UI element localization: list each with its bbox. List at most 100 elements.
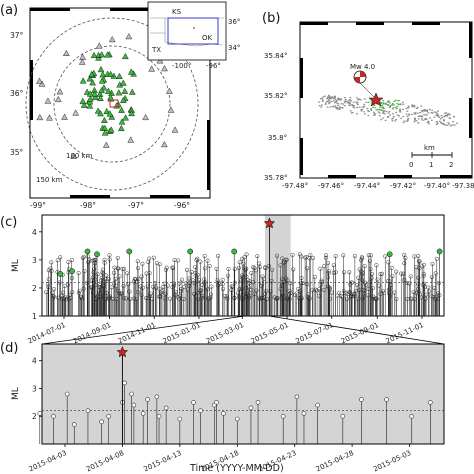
event-dot [337,97,340,99]
event-marker [184,267,190,273]
station-triangle-open [161,65,168,72]
event-dot [435,121,438,123]
event-dot [436,122,439,124]
event-marker [114,284,119,289]
event-dot-green [380,109,383,111]
event-dot [413,104,416,107]
event-marker [378,272,383,277]
event-marker [81,254,86,260]
station-triangle-green [101,116,108,123]
event-marker [280,256,285,261]
event-marker [198,408,203,413]
event-marker [134,280,139,285]
event-dot [406,115,409,118]
station-triangle-open [46,114,53,121]
event-marker [106,413,112,419]
event-marker [199,295,204,300]
station-triangle-green [115,89,123,96]
event-marker [129,391,134,397]
event-dot [337,103,339,105]
event-dot [395,99,397,101]
event-marker [432,285,437,291]
event-dot [391,118,394,120]
event-marker [100,270,105,275]
event-marker [323,253,329,258]
event-marker [263,291,268,296]
event-marker [249,270,254,275]
green-event-marker [386,251,393,258]
event-marker [118,291,123,296]
event-dot [391,120,394,122]
event-dot [413,117,416,119]
station-triangle-green [86,95,94,102]
event-marker [379,271,384,276]
event-marker [360,256,365,261]
study-area-box [109,99,119,108]
event-marker [179,287,184,292]
event-marker [306,296,311,301]
event-stems-d [37,380,433,444]
event-dot [411,113,413,115]
station-triangle-open [161,140,168,148]
event-marker [117,291,122,296]
event-dot-green [370,102,373,104]
event-dot [329,106,332,108]
event-marker [181,297,186,302]
station-triangle-green [90,51,98,59]
event-marker [416,282,421,287]
event-marker [424,292,429,297]
panel-d-xlabel: Time (YYYY-MM-DD) [189,463,284,474]
event-marker [318,266,323,271]
event-marker [255,400,261,405]
event-marker [160,284,166,290]
event-marker [429,294,434,299]
event-marker [246,295,251,300]
event-dot [383,113,386,115]
event-marker [429,274,434,280]
event-dot [414,112,417,114]
event-dot-green [382,102,385,104]
event-dot [407,117,410,120]
event-dot [356,97,359,99]
event-marker [264,297,269,302]
event-dot [426,109,429,111]
event-marker [203,280,208,285]
lon-tick-97.38: -97.38° [452,182,474,190]
event-marker [399,271,404,276]
event-marker [285,278,290,283]
event-dot [436,112,439,115]
event-dot [373,114,375,116]
inset-lon-100: -100° [172,62,191,70]
event-dot [403,120,406,122]
event-marker [136,276,141,281]
event-marker [37,411,43,416]
event-dot [421,118,423,120]
event-marker [388,279,393,284]
event-marker [177,281,182,286]
event-marker [359,272,364,277]
event-marker [327,285,332,290]
event-dot [414,113,417,115]
event-marker [52,287,57,292]
event-marker [77,288,82,293]
event-marker [368,279,373,284]
inset-state-tx: TX [151,46,161,54]
event-dot [338,107,341,109]
event-dot [350,100,353,102]
event-dot [443,120,445,122]
event-marker [279,276,284,281]
event-dot [426,121,429,124]
station-triangle-green [97,66,105,73]
event-dot [344,102,347,104]
event-dot [353,105,356,107]
lat-tick-35: 35° [10,148,24,157]
event-dot [442,119,445,121]
event-dot [387,112,390,114]
event-dot [399,111,402,113]
event-dot [435,123,438,126]
event-dot [421,115,423,117]
event-marker [301,411,307,416]
event-marker [269,267,275,272]
event-dot [361,106,364,108]
